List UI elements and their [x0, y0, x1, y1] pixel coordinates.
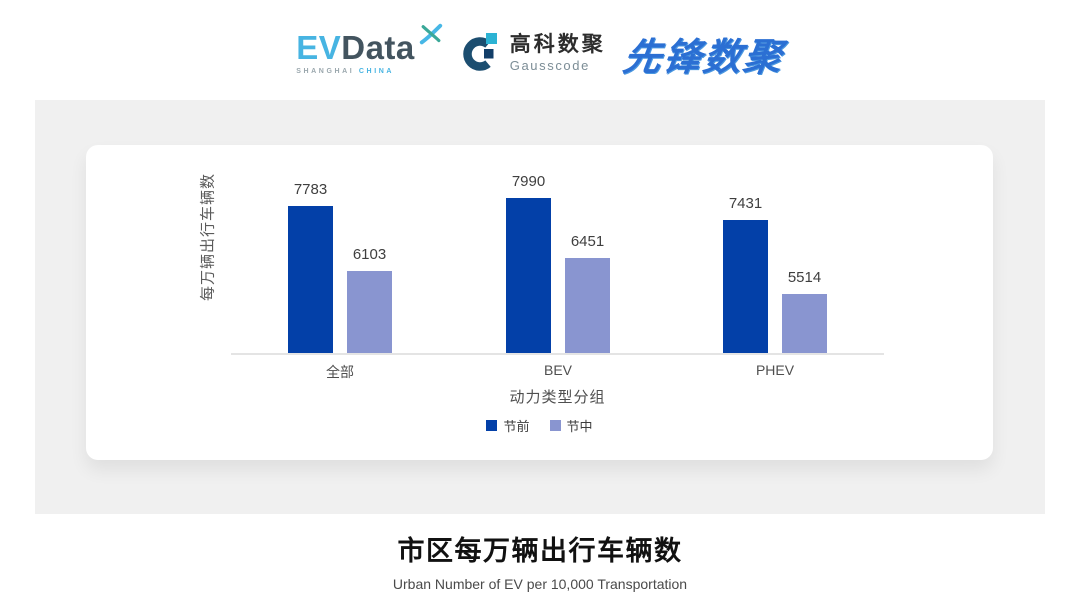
logo-bar: EVData SHANGHAI CHINA 高科数聚 Gausscode: [0, 22, 1080, 84]
legend-item-节前: 节前: [486, 416, 530, 435]
bar-value-label-节前-PHEV: 7431: [728, 195, 763, 212]
legend-swatch-节中: [549, 420, 561, 431]
chart-card: 每万辆出行车辆数 7783 6103 全部 7990 6451 BEV 7431 5514 PH…: [86, 145, 993, 460]
bar-value-label-节中-BEV: 6451: [570, 233, 605, 250]
bar-节前-全部: [288, 206, 333, 353]
pioneer-logo-text: 先锋数聚: [620, 36, 787, 79]
bar-节前-PHEV: [723, 220, 768, 353]
legend-swatch-节前: [486, 420, 498, 431]
evdata-logo: EVData SHANGHAI CHINA: [296, 23, 442, 75]
category-label-PHEV: PHEV: [755, 362, 795, 378]
bar-value-label-节中-PHEV: 5514: [787, 269, 822, 286]
plot-area: 7783 6103 全部 7990 6451 BEV 7431 5514 PHEV: [231, 173, 884, 380]
evdata-ev-text: EV: [296, 29, 342, 66]
bar-节中-BEV: [565, 258, 610, 353]
legend: 节前 节中: [86, 416, 993, 435]
gausscode-logo: 高科数聚 Gausscode: [459, 32, 606, 74]
category-label-全部: 全部: [326, 364, 354, 380]
bar-节前-BEV: [506, 198, 551, 353]
evdata-tagline-china: CHINA: [358, 68, 395, 75]
evdata-x-icon: [419, 23, 442, 45]
gausscode-wordmark: 高科数聚 Gausscode: [510, 33, 606, 72]
evdata-wordmark: EVData: [296, 23, 442, 66]
chart-subtitle: Urban Number of EV per 10,000 Transporta…: [392, 576, 688, 592]
chart-title: 市区每万辆出行车辆数: [397, 536, 683, 566]
evdata-data-text: Data: [341, 29, 415, 66]
evdata-tagline-shanghai: SHANGHAI: [296, 68, 355, 75]
bar-节中-PHEV: [782, 294, 827, 353]
category-label-BEV: BEV: [543, 362, 572, 378]
bar-value-label-节中-全部: 6103: [352, 246, 387, 263]
legend-label-节中: 节中: [566, 419, 593, 434]
evdata-tagline: SHANGHAI CHINA: [296, 68, 394, 75]
chart-panel: 每万辆出行车辆数 7783 6103 全部 7990 6451 BEV 7431 5514 PH…: [35, 100, 1045, 514]
pioneer-logo: 先锋数聚: [620, 26, 786, 81]
gausscode-name-cn: 高科数聚: [509, 33, 606, 57]
gausscode-name-en: Gausscode: [509, 57, 590, 73]
x-axis-line: [231, 353, 884, 355]
gausscode-g-icon: [463, 33, 497, 71]
caption: 市区每万辆出行车辆数 Urban Number of EV per 10,000…: [0, 529, 1080, 592]
x-axis-label: 动力类型分组: [509, 389, 606, 406]
y-axis-label: 每万辆出行车辆数: [199, 172, 217, 302]
bar-value-label-节前-BEV: 7990: [511, 173, 546, 190]
bar-value-label-节前-全部: 7783: [293, 181, 328, 198]
bar-节中-全部: [347, 271, 392, 353]
legend-item-节中: 节中: [549, 416, 593, 435]
legend-label-节前: 节前: [503, 419, 530, 434]
